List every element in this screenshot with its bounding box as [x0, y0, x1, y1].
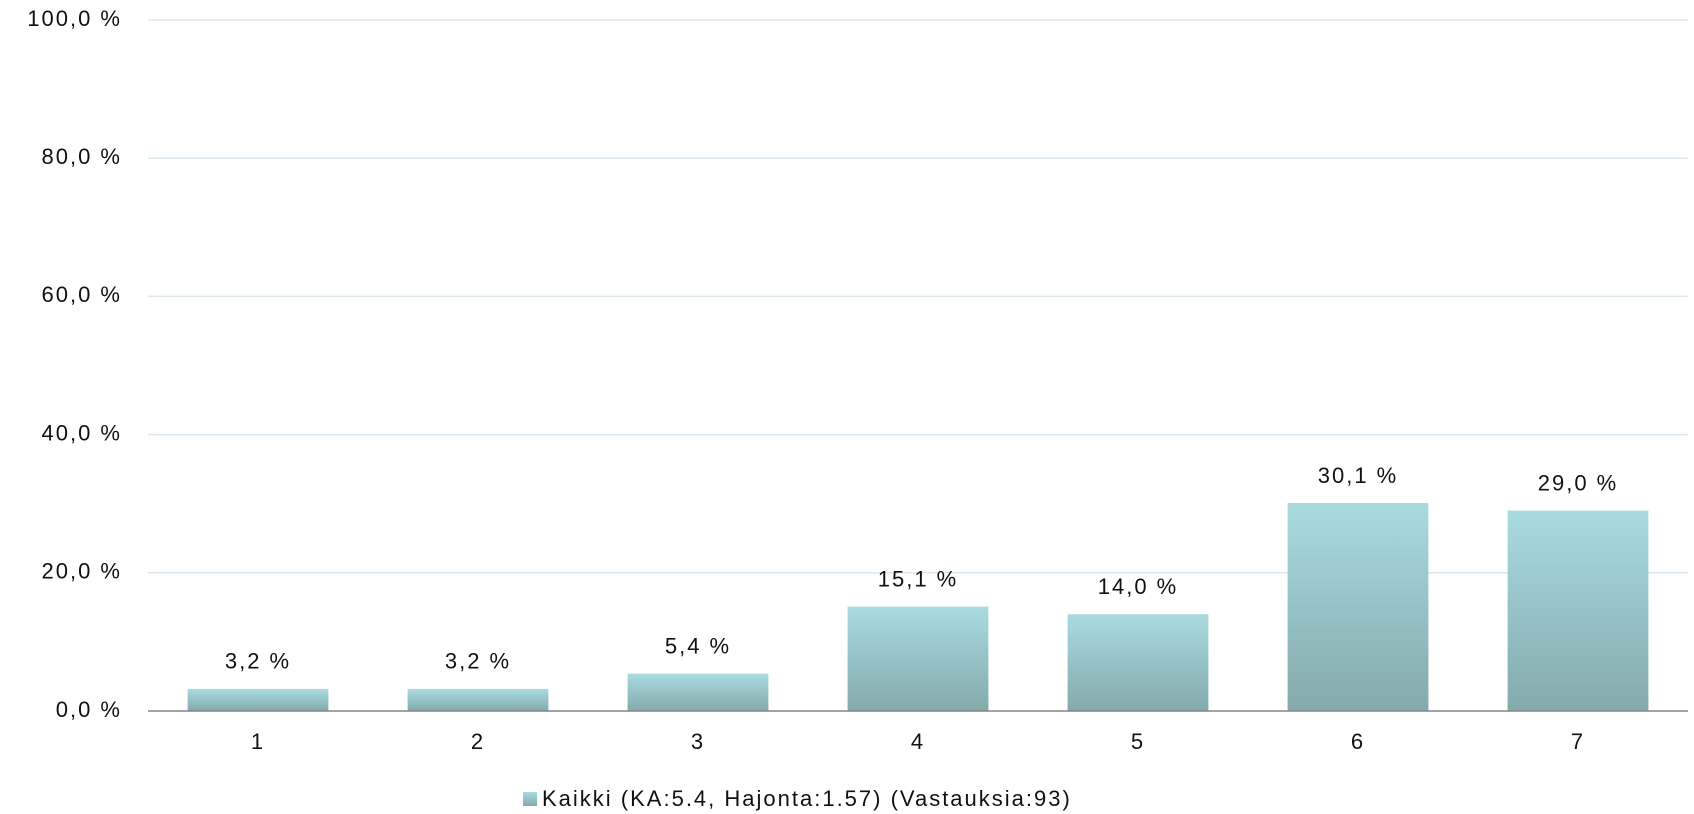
- data-label: 5,4 %: [665, 633, 731, 658]
- y-tick-label: 100,0 %: [27, 6, 122, 31]
- bar: [1507, 510, 1649, 711]
- y-tick-label: 80,0 %: [42, 144, 123, 169]
- legend-swatch: [523, 792, 537, 806]
- bar: [627, 673, 769, 711]
- x-tick-label: 5: [1131, 729, 1145, 754]
- bar: [847, 606, 989, 711]
- x-tick-label: 1: [251, 729, 265, 754]
- data-label: 29,0 %: [1538, 470, 1619, 495]
- x-tick-label: 2: [471, 729, 485, 754]
- y-tick-label: 40,0 %: [42, 420, 123, 445]
- bar: [1067, 614, 1209, 711]
- legend-label: Kaikki (KA:5.4, Hajonta:1.57) (Vastauksi…: [542, 786, 1072, 811]
- y-tick-label: 20,0 %: [42, 559, 123, 584]
- data-label: 3,2 %: [225, 649, 291, 674]
- bar: [407, 688, 549, 711]
- x-tick-label: 6: [1351, 729, 1365, 754]
- y-tick-label: 0,0 %: [56, 697, 122, 722]
- data-label: 30,1 %: [1318, 463, 1399, 488]
- data-label: 3,2 %: [445, 649, 511, 674]
- x-tick-label: 4: [911, 729, 925, 754]
- y-tick-label: 60,0 %: [42, 282, 123, 307]
- bar: [187, 688, 329, 711]
- bar: [1287, 503, 1429, 711]
- data-label: 15,1 %: [878, 566, 959, 591]
- x-tick-label: 7: [1571, 729, 1585, 754]
- x-tick-label: 3: [691, 729, 705, 754]
- data-label: 14,0 %: [1098, 574, 1179, 599]
